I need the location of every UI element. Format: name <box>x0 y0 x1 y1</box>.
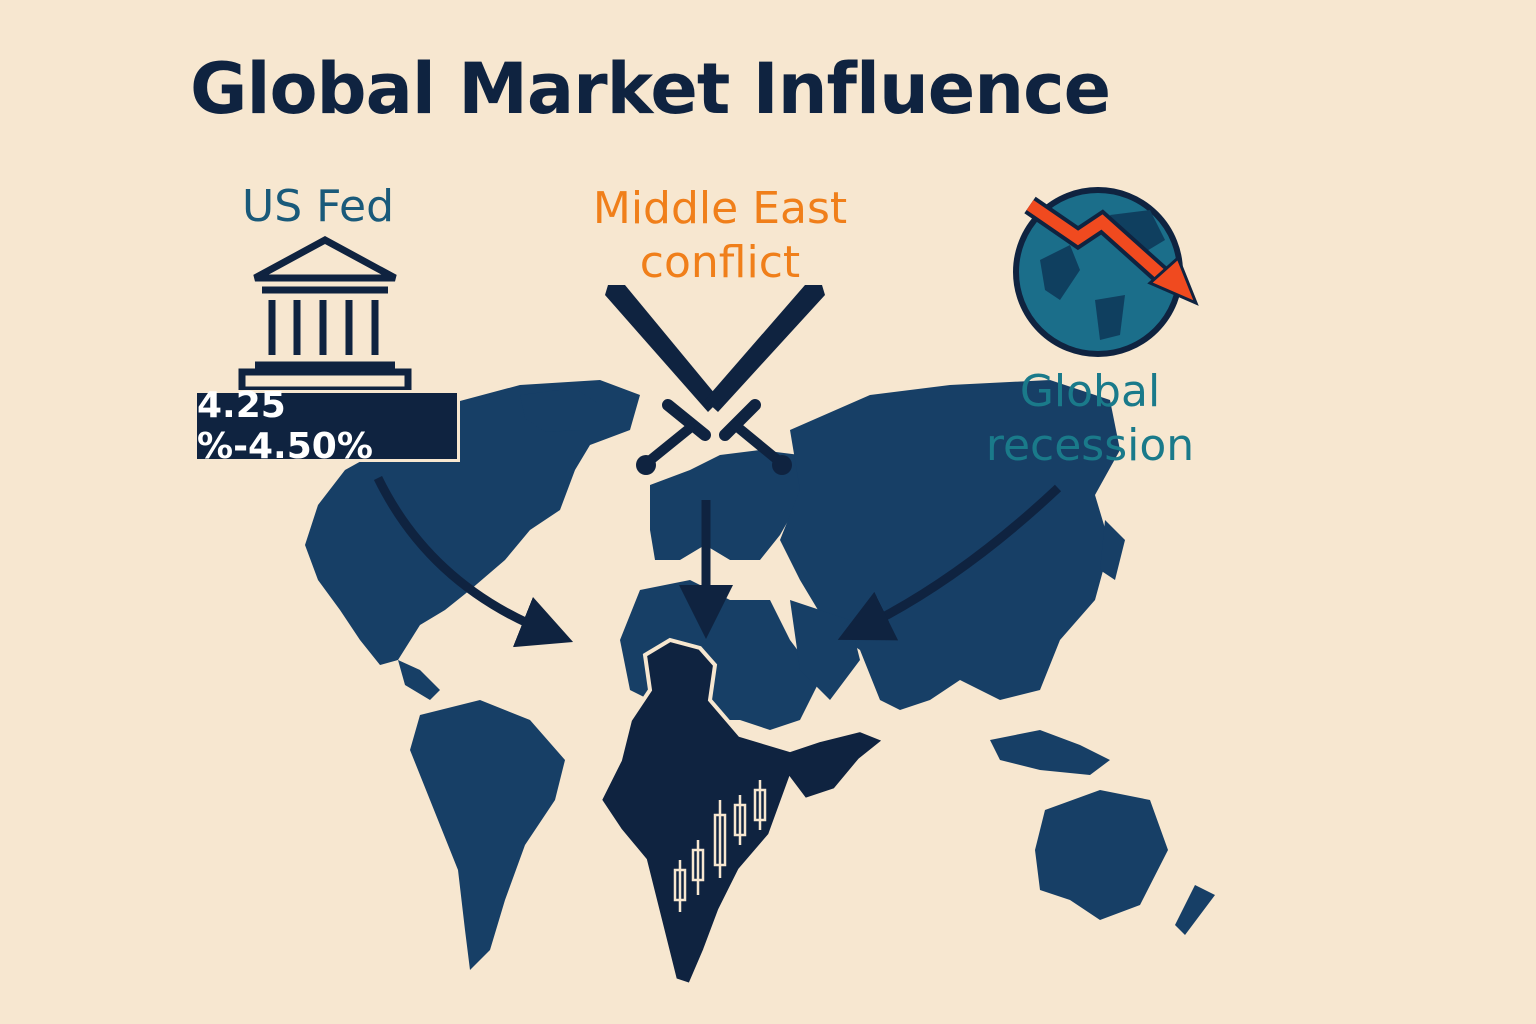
candlestick-chart-icon <box>673 780 767 912</box>
middle-east-label-line2: conflict <box>639 237 801 288</box>
middle-east-conflict-label: Middle East conflict <box>580 182 860 290</box>
continent-australia <box>1035 790 1168 920</box>
southeast-asia-islands <box>990 730 1110 775</box>
new-zealand <box>1175 885 1215 935</box>
arrow-fed-to-india <box>373 476 574 648</box>
bank-building-icon <box>238 236 412 394</box>
continent-central-america <box>398 660 440 700</box>
us-fed-label-text: US Fed <box>242 181 395 232</box>
interest-rate-badge: 4.25 %-4.50% <box>194 385 460 467</box>
interest-rate-value: 4.25 %-4.50% <box>197 385 373 467</box>
greenland <box>520 388 600 432</box>
recession-label-line1: Global <box>1019 366 1161 417</box>
arrow-recession-to-india <box>837 484 1062 641</box>
india-map <box>597 637 889 988</box>
page-title: Global Market Influence <box>190 48 1111 130</box>
continent-south-america <box>410 700 565 970</box>
recession-label-line2: recession <box>985 420 1195 471</box>
crossed-swords-icon <box>605 285 825 475</box>
japan <box>1100 520 1125 580</box>
us-fed-label: US Fed <box>242 180 394 234</box>
continent-europe <box>650 450 800 560</box>
globe-down-trend-icon <box>1013 187 1199 357</box>
global-recession-label: Global recession <box>970 365 1210 473</box>
middle-east-label-line1: Middle East <box>592 183 848 234</box>
